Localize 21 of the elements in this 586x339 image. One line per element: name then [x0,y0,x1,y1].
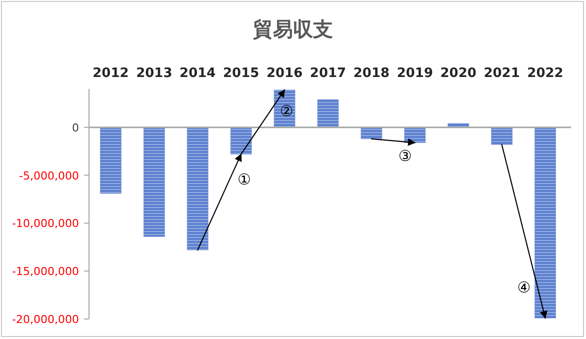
x-tick-label: 2017 [310,66,346,81]
x-tick-label: 2021 [484,66,520,81]
y-tick-label: -15,000,000 [12,265,79,278]
annotation: ① [238,170,251,189]
annotation: ④ [517,278,531,297]
y-tick-label: -5,000,000 [19,169,79,182]
chart-title: 貿易収支 [252,17,333,41]
x-tick-label: 2013 [136,66,172,81]
x-tick-label: 2022 [527,66,564,81]
annotation: ② [280,102,294,120]
x-tick-label: 2018 [353,66,390,81]
x-tick-label: 2015 [222,66,260,81]
y-tick-label: -10,000,000 [12,217,79,230]
y-tick-label: 0 [72,121,79,134]
annotation: ③ [398,146,412,165]
x-tick-label: 2016 [266,66,303,81]
x-tick-label: 2014 [180,66,216,81]
x-tick-label: 2020 [440,66,476,81]
x-tick-label: 2019 [396,66,434,81]
y-tick-label: -20,000,000 [12,313,79,326]
x-tick-label: 2012 [92,66,129,81]
